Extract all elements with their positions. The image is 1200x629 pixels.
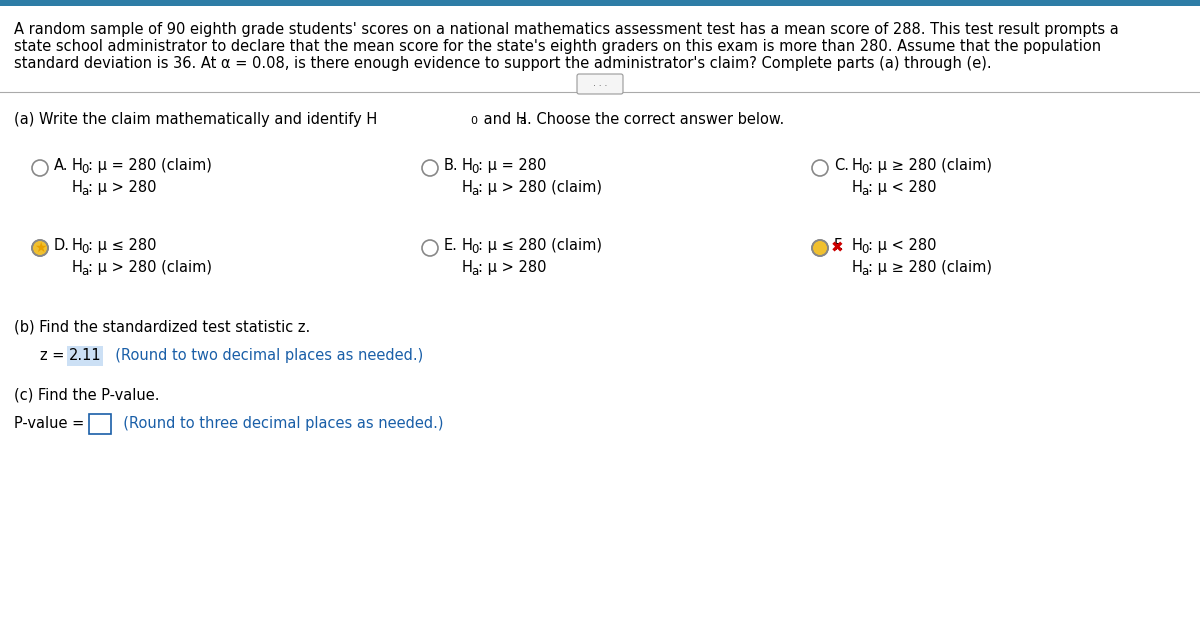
- Text: (Round to two decimal places as needed.): (Round to two decimal places as needed.): [106, 348, 424, 363]
- Text: H: H: [462, 238, 473, 253]
- Text: (c) Find the P-value.: (c) Find the P-value.: [14, 388, 160, 403]
- Text: a: a: [520, 116, 526, 126]
- Text: H: H: [72, 238, 83, 253]
- Circle shape: [32, 240, 48, 256]
- Text: : μ ≤ 280 (claim): : μ ≤ 280 (claim): [478, 238, 602, 253]
- Text: (a) Write the claim mathematically and identify H: (a) Write the claim mathematically and i…: [14, 112, 377, 127]
- FancyBboxPatch shape: [67, 346, 103, 366]
- Circle shape: [812, 240, 828, 256]
- Text: 0: 0: [82, 243, 89, 256]
- Text: : μ < 280: : μ < 280: [868, 238, 936, 253]
- Text: D.: D.: [54, 238, 70, 253]
- Text: : μ > 280: : μ > 280: [478, 260, 546, 275]
- Text: C.: C.: [834, 158, 850, 173]
- Text: (b) Find the standardized test statistic z.: (b) Find the standardized test statistic…: [14, 320, 311, 335]
- Text: H: H: [852, 180, 863, 195]
- Text: ✖: ✖: [830, 240, 844, 255]
- Text: H: H: [72, 260, 83, 275]
- Text: z =: z =: [40, 348, 70, 363]
- Text: and H: and H: [479, 112, 527, 127]
- Text: : μ = 280 (claim): : μ = 280 (claim): [88, 158, 212, 173]
- Text: F.: F.: [834, 238, 845, 253]
- Text: H: H: [852, 238, 863, 253]
- Text: . Choose the correct answer below.: . Choose the correct answer below.: [527, 112, 785, 127]
- FancyBboxPatch shape: [89, 414, 112, 434]
- Text: 0: 0: [862, 243, 869, 256]
- Text: a: a: [82, 265, 89, 278]
- Text: . . .: . . .: [593, 79, 607, 89]
- Text: a: a: [470, 265, 479, 278]
- Text: ★: ★: [34, 241, 47, 255]
- Text: (Round to three decimal places as needed.): (Round to three decimal places as needed…: [114, 416, 444, 431]
- Text: state school administrator to declare that the mean score for the state's eighth: state school administrator to declare th…: [14, 39, 1102, 54]
- Text: : μ ≤ 280: : μ ≤ 280: [88, 238, 156, 253]
- Text: a: a: [862, 265, 869, 278]
- Text: 2.11: 2.11: [68, 348, 101, 363]
- Text: a: a: [82, 185, 89, 198]
- Text: H: H: [72, 180, 83, 195]
- Text: : μ > 280 (claim): : μ > 280 (claim): [478, 180, 602, 195]
- Text: : μ > 280: : μ > 280: [88, 180, 156, 195]
- Text: P-value =: P-value =: [14, 416, 84, 431]
- Text: H: H: [852, 158, 863, 173]
- Text: 0: 0: [470, 163, 479, 176]
- Text: 0: 0: [470, 243, 479, 256]
- Text: a: a: [862, 185, 869, 198]
- Text: B.: B.: [444, 158, 458, 173]
- Text: : μ < 280: : μ < 280: [868, 180, 936, 195]
- Text: E.: E.: [444, 238, 458, 253]
- FancyBboxPatch shape: [577, 74, 623, 94]
- Text: : μ ≥ 280 (claim): : μ ≥ 280 (claim): [868, 260, 992, 275]
- Text: 0: 0: [470, 116, 478, 126]
- Text: A random sample of 90 eighth grade students' scores on a national mathematics as: A random sample of 90 eighth grade stude…: [14, 22, 1118, 37]
- Text: 0: 0: [862, 163, 869, 176]
- Text: A.: A.: [54, 158, 68, 173]
- Text: H: H: [462, 260, 473, 275]
- Text: H: H: [462, 158, 473, 173]
- Bar: [0, 0, 1200, 6]
- Text: H: H: [852, 260, 863, 275]
- Text: : μ = 280: : μ = 280: [478, 158, 546, 173]
- Text: a: a: [470, 185, 479, 198]
- Text: 0: 0: [82, 163, 89, 176]
- Text: : μ ≥ 280 (claim): : μ ≥ 280 (claim): [868, 158, 992, 173]
- Text: standard deviation is 36. At α = 0.08, is there enough evidence to support the a: standard deviation is 36. At α = 0.08, i…: [14, 56, 991, 71]
- Text: : μ > 280 (claim): : μ > 280 (claim): [88, 260, 212, 275]
- Text: H: H: [72, 158, 83, 173]
- Text: H: H: [462, 180, 473, 195]
